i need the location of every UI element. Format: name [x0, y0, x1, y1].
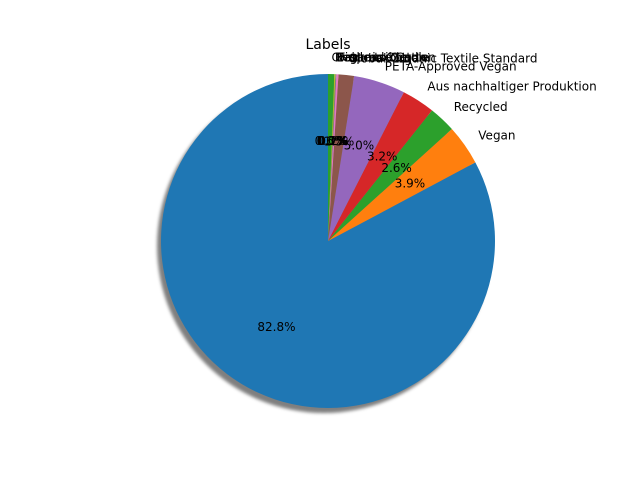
slice-percent-label: 0.1% — [317, 134, 348, 148]
slice-percent-label: 0.0% — [317, 134, 348, 148]
slice-label: Fairtrade Cotton — [338, 51, 435, 65]
pie-slices — [161, 74, 495, 408]
pie-slice — [328, 128, 476, 241]
slice-percent-label: 1.5% — [324, 134, 355, 148]
slice-percent-label: 3.2% — [367, 150, 398, 164]
slice-label: Responsible — [335, 50, 407, 64]
slice-percent-label: 82.8% — [257, 320, 295, 334]
chart-title: Labels — [305, 37, 350, 53]
slice-label: Recycled — [454, 100, 508, 114]
pie-slice — [328, 74, 355, 242]
slice-percent-label: 0.6% — [315, 134, 346, 148]
slice-label: PETA-Approved Vegan — [385, 59, 517, 73]
slice-percent-label: 3.9% — [395, 176, 426, 190]
slice-percent-label: 5.0% — [344, 139, 375, 153]
slice-label: Vegan — [478, 128, 515, 142]
pie-slice — [328, 74, 336, 242]
pie-slice — [328, 110, 452, 242]
pie-slice — [328, 74, 335, 241]
pie-slice — [328, 92, 433, 242]
slice-percent-label: 0.2% — [318, 134, 349, 148]
pie-slice — [328, 76, 404, 241]
slice-label: Organic Cotton — [336, 50, 427, 64]
pie-slice — [328, 74, 339, 241]
slice-label: Bio — [337, 51, 356, 65]
slice-label: Aus nachhaltiger Produktion — [427, 80, 596, 94]
slice-percent-label: 2.6% — [381, 161, 412, 175]
pie-slice — [328, 74, 337, 241]
slice-percent-label: 0.1% — [317, 134, 348, 148]
pie-labels: 82.8% Vegan 3.9% Recycled 2.6% Aus nachhaltig… — [257, 50, 596, 334]
slice-label: Cradle to Cradle — [331, 50, 429, 64]
slice-label: Global Organic Textile Standard — [348, 51, 537, 65]
